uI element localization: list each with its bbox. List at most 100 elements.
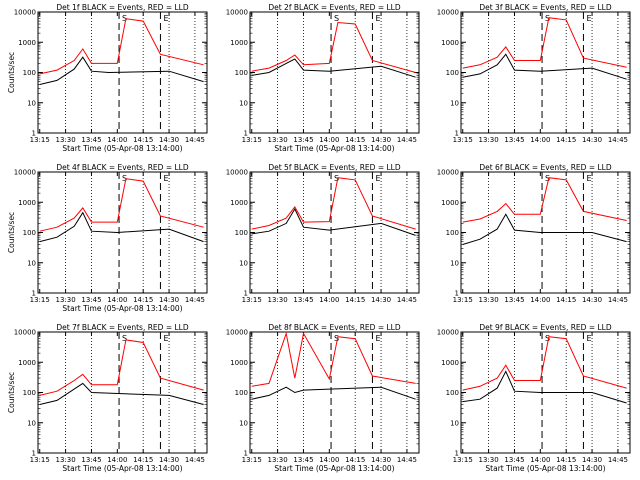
x-tick-label: 13:15 <box>242 136 262 144</box>
x-tick-label: 14:45 <box>185 456 205 464</box>
series-events-line <box>462 370 627 404</box>
x-tick-label: 13:15 <box>453 296 473 304</box>
series-lld-line <box>39 339 204 396</box>
x-tick-label: 13:45 <box>81 456 101 464</box>
panel-5: Det 5f BLACK = Events, RED = LLD 1 10 100 10… <box>226 163 420 304</box>
y-axis-label: Counts/sec <box>7 212 16 253</box>
y-tick-label: 1000 <box>18 359 36 367</box>
interval-marker-label: S <box>545 174 550 183</box>
x-tick-label: 13:45 <box>293 456 313 464</box>
series-lld-line <box>39 178 204 232</box>
x-tick-label: 14:15 <box>345 296 365 304</box>
panel-title: Det 5f BLACK = Events, RED = LLD <box>268 163 401 172</box>
panel-title: Det 1f BLACK = Events, RED = LLD <box>56 3 189 12</box>
y-tick-label: 100 <box>446 69 459 77</box>
x-tick-label: 13:15 <box>242 456 262 464</box>
y-tick-label: 100 <box>23 229 36 237</box>
series-events-line <box>462 213 627 245</box>
x-tick-label: 14:30 <box>582 136 602 144</box>
interval-marker-label: E <box>375 174 380 183</box>
x-tick-label: 14:45 <box>608 296 628 304</box>
y-tick-label: 1 <box>32 450 36 458</box>
y-tick-label: 10000 <box>226 169 248 177</box>
y-tick-label: 100 <box>235 229 248 237</box>
panel-9: Det 9f BLACK = Events, RED = LLD 1 10 100 10… <box>437 323 631 473</box>
interval-marker-label: S <box>122 334 127 343</box>
y-tick-label: 10000 <box>226 9 248 17</box>
y-tick-label: 1 <box>32 130 36 138</box>
x-tick-label: 14:15 <box>133 136 153 144</box>
x-tick-label: 13:30 <box>55 296 75 304</box>
x-tick-label: 14:00 <box>319 456 339 464</box>
y-tick-label: 1 <box>244 130 248 138</box>
x-axis-label: Start Time (05-Apr-08 13:14:00) <box>62 304 182 313</box>
series-events-line <box>251 386 416 400</box>
interval-marker-label: E <box>163 174 168 183</box>
panel-6: Det 6f BLACK = Events, RED = LLD 1 10 100 10… <box>437 163 631 304</box>
x-tick-label: 14:30 <box>159 136 179 144</box>
x-tick-label: 13:30 <box>267 456 287 464</box>
y-tick-label: 10000 <box>14 169 36 177</box>
y-axis-label: Counts/sec <box>7 52 16 93</box>
x-tick-label: 13:30 <box>55 136 75 144</box>
x-tick-label: 14:45 <box>185 136 205 144</box>
panel-4: Det 4f BLACK = Events, RED = LLD 1 10 100 10… <box>7 163 208 313</box>
x-tick-label: 13:15 <box>453 136 473 144</box>
series-events-line <box>39 382 204 405</box>
x-tick-label: 13:30 <box>478 296 498 304</box>
y-tick-label: 100 <box>235 389 248 397</box>
x-tick-label: 13:45 <box>81 296 101 304</box>
interval-marker-label: S <box>545 14 550 23</box>
plot-frame <box>37 331 208 454</box>
y-tick-label: 10 <box>27 99 36 107</box>
y-tick-label: 10 <box>450 419 459 427</box>
interval-marker-label: S <box>334 174 339 183</box>
panel-title: Det 7f BLACK = Events, RED = LLD <box>56 323 189 332</box>
y-tick-label: 100 <box>446 389 459 397</box>
y-tick-label: 10000 <box>14 329 36 337</box>
x-axis-label: Start Time (05-Apr-08 13:14:00) <box>62 464 182 473</box>
x-tick-label: 13:30 <box>267 296 287 304</box>
series-events-line <box>251 207 416 236</box>
x-tick-label: 14:00 <box>319 136 339 144</box>
x-tick-label: 14:15 <box>556 296 576 304</box>
y-tick-label: 10000 <box>437 169 459 177</box>
x-tick-label: 14:00 <box>530 456 550 464</box>
series-lld-line <box>39 18 204 75</box>
interval-marker-label: E <box>163 334 168 343</box>
y-tick-label: 100 <box>446 229 459 237</box>
series-events-line <box>462 53 627 80</box>
x-tick-label: 13:15 <box>30 296 50 304</box>
y-tick-label: 1000 <box>230 199 248 207</box>
y-tick-label: 100 <box>23 389 36 397</box>
x-tick-label: 14:45 <box>397 296 417 304</box>
series-events-line <box>251 58 416 78</box>
y-tick-label: 1 <box>244 290 248 298</box>
interval-marker-label: E <box>375 334 380 343</box>
series-lld-line <box>251 21 416 73</box>
interval-marker-label: E <box>586 14 591 23</box>
x-tick-label: 13:45 <box>81 136 101 144</box>
panel-title: Det 9f BLACK = Events, RED = LLD <box>479 323 612 332</box>
series-lld-line <box>251 331 416 387</box>
panel-3: Det 3f BLACK = Events, RED = LLD 1 10 100 10… <box>437 3 631 144</box>
x-tick-label: 13:30 <box>478 456 498 464</box>
y-tick-label: 1 <box>455 450 459 458</box>
y-tick-label: 10 <box>27 419 36 427</box>
x-tick-label: 14:00 <box>319 296 339 304</box>
y-tick-label: 1 <box>455 130 459 138</box>
y-tick-label: 10000 <box>14 9 36 17</box>
plot-frame <box>249 11 420 134</box>
plot-frame <box>249 171 420 294</box>
x-tick-label: 13:30 <box>478 136 498 144</box>
x-tick-label: 14:00 <box>107 136 127 144</box>
x-axis-label: Start Time (05-Apr-08 13:14:00) <box>62 144 182 153</box>
x-tick-label: 13:45 <box>504 456 524 464</box>
x-tick-label: 14:30 <box>159 456 179 464</box>
x-tick-label: 14:45 <box>185 296 205 304</box>
y-tick-label: 1 <box>455 290 459 298</box>
x-tick-label: 14:15 <box>345 136 365 144</box>
y-tick-label: 10 <box>239 259 248 267</box>
x-axis-label: Start Time (05-Apr-08 13:14:00) <box>274 464 394 473</box>
